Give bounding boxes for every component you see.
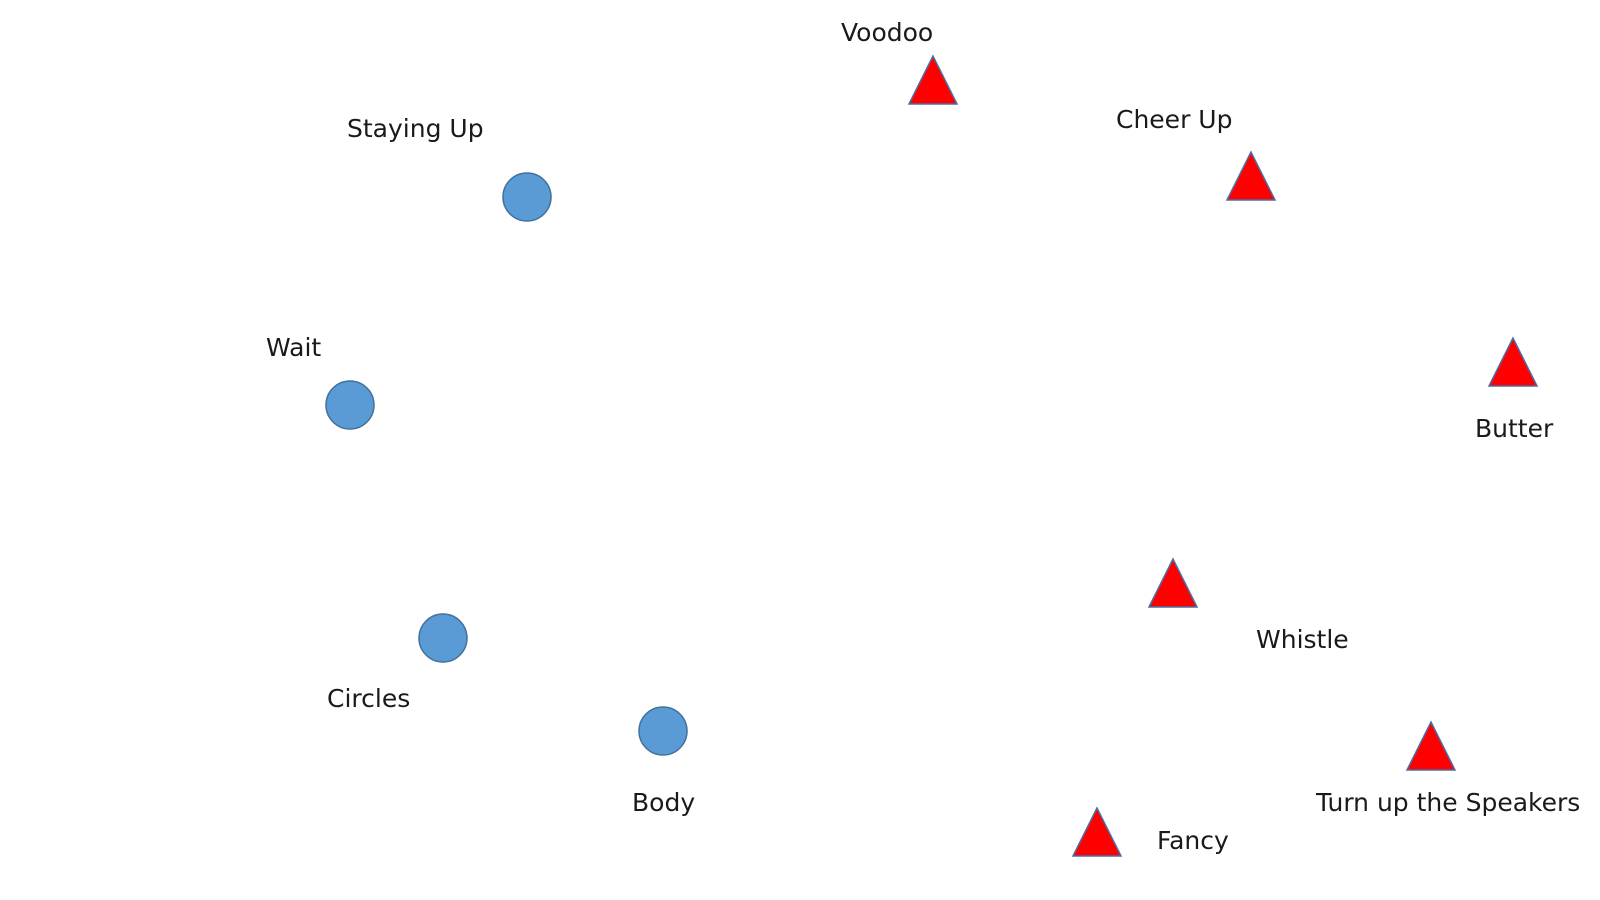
turn-up-label: Turn up the Speakers	[1316, 788, 1581, 817]
butter-triangle-marker	[1487, 336, 1539, 387]
circles-circle-marker	[418, 613, 468, 663]
cheer-up-triangle-marker	[1225, 150, 1277, 201]
whistle-triangle-marker	[1147, 557, 1199, 608]
circles-label: Circles	[327, 684, 411, 713]
cheer-up-label: Cheer Up	[1116, 105, 1233, 134]
staying-up-label: Staying Up	[347, 114, 484, 143]
butter-label: Butter	[1475, 414, 1554, 443]
voodoo-triangle-marker	[907, 54, 959, 105]
wait-circle-marker	[325, 380, 375, 430]
fancy-label: Fancy	[1157, 826, 1229, 855]
staying-up-circle-marker	[502, 172, 552, 222]
voodoo-label: Voodoo	[841, 18, 934, 47]
turn-up-triangle-marker	[1405, 720, 1457, 771]
body-label: Body	[632, 788, 696, 817]
wait-label: Wait	[266, 333, 322, 362]
whistle-label: Whistle	[1256, 625, 1349, 654]
fancy-triangle-marker	[1071, 806, 1123, 857]
body-circle-marker	[638, 706, 688, 756]
